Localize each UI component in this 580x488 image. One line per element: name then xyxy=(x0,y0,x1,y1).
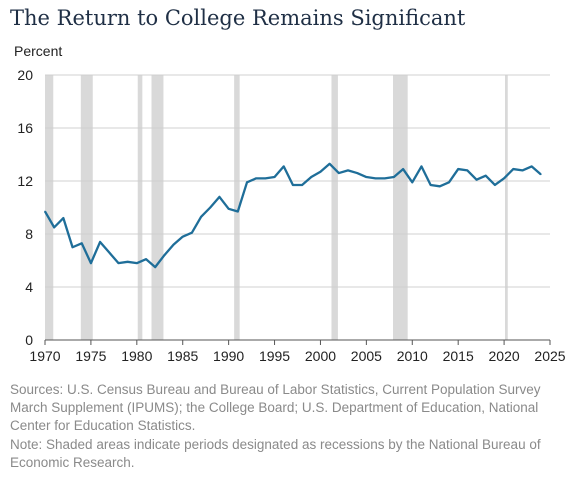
data-point xyxy=(521,169,524,172)
data-point xyxy=(503,177,505,180)
data-point xyxy=(218,196,221,198)
data-point xyxy=(53,226,55,229)
data-point xyxy=(365,176,368,178)
data-point xyxy=(475,178,478,181)
x-tick-label: 2010 xyxy=(397,348,428,364)
data-point xyxy=(347,169,349,172)
data-point xyxy=(319,170,322,173)
data-point xyxy=(209,206,212,209)
x-tick-label: 1990 xyxy=(213,348,244,364)
data-point xyxy=(429,184,432,186)
x-tick-label: 1995 xyxy=(259,348,290,364)
data-point xyxy=(145,258,147,260)
data-point xyxy=(512,168,515,170)
data-point xyxy=(292,184,294,186)
data-point xyxy=(494,184,496,186)
x-tick-label: 2000 xyxy=(305,348,336,364)
data-point xyxy=(246,181,248,184)
data-point xyxy=(237,210,239,213)
y-tick-label: 16 xyxy=(17,120,33,136)
data-point xyxy=(126,261,129,263)
y-axis-label: Percent xyxy=(14,43,63,59)
recession-band xyxy=(80,75,93,340)
data-point xyxy=(255,177,257,180)
data-point xyxy=(439,185,441,188)
y-tick-label: 0 xyxy=(25,332,33,348)
data-point xyxy=(108,251,111,254)
data-point xyxy=(99,241,101,243)
sources-text: Sources: U.S. Census Bureau and Bureau o… xyxy=(10,382,541,434)
recession-band xyxy=(331,75,338,340)
recession-band xyxy=(45,75,54,340)
line-chart: 0 4 8 12 16 20 1970 1975 1980 1985 1990 1995 2000 200… xyxy=(17,67,565,364)
recession-band xyxy=(505,75,508,340)
data-point xyxy=(191,231,193,234)
data-point xyxy=(71,246,74,249)
x-tick-label: 1985 xyxy=(167,348,198,364)
data-point xyxy=(356,172,358,174)
data-point xyxy=(264,177,267,180)
x-tick-label: 2015 xyxy=(443,348,474,364)
y-tick-label: 12 xyxy=(17,173,33,189)
data-point xyxy=(540,173,542,176)
data-point xyxy=(328,162,331,165)
data-point xyxy=(310,176,313,178)
recession-band xyxy=(151,75,164,340)
note-text: Note: Shaded areas indicate periods desi… xyxy=(10,436,541,470)
data-point xyxy=(154,266,156,268)
data-point xyxy=(136,262,138,264)
chart-title: The Return to College Remains Significan… xyxy=(10,6,466,30)
recession-band xyxy=(392,75,408,340)
data-point xyxy=(181,235,184,238)
y-tick-label: 20 xyxy=(17,67,33,83)
data-point xyxy=(62,217,65,219)
x-tick-label: 1980 xyxy=(121,348,152,364)
recession-band xyxy=(137,75,143,340)
data-point xyxy=(530,165,533,168)
x-tick-label: 2025 xyxy=(534,348,565,364)
data-point xyxy=(383,177,386,180)
data-point xyxy=(163,254,166,256)
data-point xyxy=(402,168,404,170)
data-point xyxy=(273,176,276,178)
chart-notes: Sources: U.S. Census Bureau and Bureau o… xyxy=(10,381,570,472)
x-tick-label: 2020 xyxy=(489,348,520,364)
y-tick-label: 8 xyxy=(25,226,33,242)
x-tick-label: 1970 xyxy=(29,348,60,364)
data-point xyxy=(80,242,83,245)
y-tick-label: 4 xyxy=(25,279,33,295)
data-point xyxy=(420,165,423,168)
data-point xyxy=(466,169,469,172)
data-point xyxy=(301,184,303,186)
data-point xyxy=(200,215,202,218)
x-tick-label: 1975 xyxy=(75,348,106,364)
series-line xyxy=(44,162,542,269)
data-point xyxy=(172,243,175,246)
data-point xyxy=(117,262,120,264)
data-point xyxy=(393,176,395,178)
data-point xyxy=(374,177,377,180)
data-point xyxy=(457,168,459,170)
data-point xyxy=(90,262,92,264)
data-point xyxy=(484,174,487,177)
data-point xyxy=(282,165,285,168)
data-point xyxy=(448,181,450,184)
x-tick-label: 2005 xyxy=(351,348,382,364)
data-point xyxy=(411,181,414,184)
recession-band xyxy=(234,75,240,340)
data-point xyxy=(338,172,340,174)
data-point xyxy=(44,210,46,213)
data-point xyxy=(227,208,230,210)
